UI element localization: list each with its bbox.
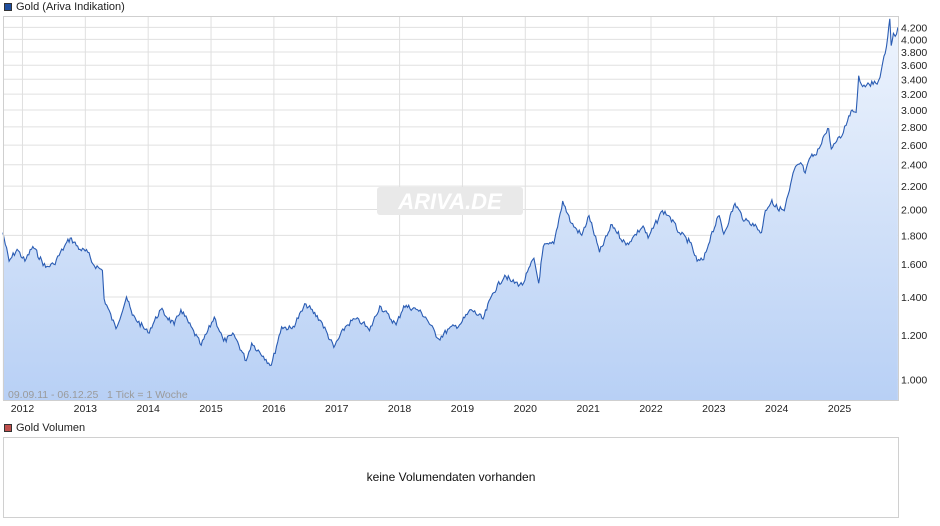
volume-legend: Gold Volumen: [4, 421, 85, 434]
x-axis-labels: 2012 2013 2014 2015 2016 2017 2018 2019 2020 2021…: [11, 403, 852, 415]
y-tick-label: 2.800: [901, 122, 927, 134]
y-tick-label: 1.600: [901, 259, 927, 271]
x-tick-label: 2018: [388, 403, 412, 415]
y-tick-label: 4.200: [901, 22, 927, 34]
no-volume-message: keine Volumendaten vorhanden: [366, 470, 536, 484]
price-area: [2, 18, 898, 401]
y-tick-label: 1.400: [901, 292, 927, 304]
x-tick-label: 2025: [828, 403, 852, 415]
y-tick-label: 3.800: [901, 47, 927, 59]
y-tick-label: 2.600: [901, 140, 927, 152]
volume-legend-label: Gold Volumen: [16, 421, 86, 434]
x-tick-label: 2022: [639, 403, 663, 415]
x-tick-label: 2024: [765, 403, 789, 415]
y-tick-label: 2.400: [901, 160, 927, 172]
x-tick-label: 2014: [137, 403, 161, 415]
y-tick-label: 3.600: [901, 60, 927, 72]
date-range-note: 09.09.11 - 06.12.25 1 Tick = 1 Woche: [8, 389, 188, 401]
x-tick-label: 2019: [451, 403, 475, 415]
plot-frame: [3, 16, 899, 401]
y-tick-label: 1.000: [901, 375, 927, 387]
x-tick-label: 2013: [74, 403, 98, 415]
volume-panel: keine Volumendaten vorhanden: [3, 437, 899, 518]
x-tick-label: 2020: [514, 403, 538, 415]
y-tick-label: 3.000: [901, 105, 927, 117]
price-line: [2, 18, 899, 367]
watermark-text: ARIVA.DE: [397, 189, 503, 214]
price-legend-label: Gold (Ariva Indikation): [16, 0, 125, 13]
price-legend: Gold (Ariva Indikation): [4, 0, 125, 13]
y-tick-label: 3.200: [901, 89, 927, 101]
y-tick-label: 4.000: [901, 34, 927, 46]
x-tick-label: 2023: [702, 403, 726, 415]
y-tick-label: 2.200: [901, 181, 927, 193]
y-tick-label: 2.000: [901, 204, 927, 216]
volume-legend-swatch: [4, 423, 12, 432]
watermark: ARIVA.DE: [377, 187, 523, 215]
x-tick-label: 2015: [199, 403, 223, 415]
x-tick-label: 2016: [262, 403, 286, 415]
x-tick-label: 2012: [11, 403, 35, 415]
price-chart: ARIVA.DE 09.09.11 - 06.12.25 1 Tick = 1 …: [2, 16, 927, 415]
y-tick-label: 1.200: [901, 330, 927, 342]
price-legend-swatch: [4, 2, 12, 11]
y-tick-label: 1.800: [901, 230, 927, 242]
x-tick-label: 2021: [576, 403, 600, 415]
y-axis-labels: 1.000 1.200 1.400 1.600 1.800 2.000 2.200 2.400…: [901, 22, 927, 386]
x-tick-label: 2017: [325, 403, 349, 415]
y-tick-label: 3.400: [901, 74, 927, 86]
